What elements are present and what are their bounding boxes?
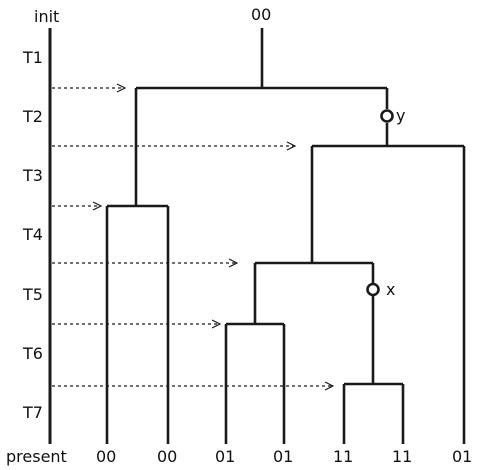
- time-label-t2: T2: [22, 107, 43, 126]
- leaf-label-3: 01: [215, 447, 235, 466]
- tree-branches: [105, 28, 466, 444]
- root-label: 00: [251, 5, 271, 24]
- arrow-4-head: [228, 258, 239, 268]
- arrow-1-head: [116, 83, 127, 93]
- arrow-3-head: [92, 201, 103, 211]
- arrow-5-head: [211, 319, 222, 329]
- leaf-label-7: 01: [452, 447, 472, 466]
- time-label-t3: T3: [22, 166, 43, 185]
- axis-bottom-label: present: [6, 447, 67, 466]
- time-label-t4: T4: [22, 225, 43, 244]
- time-label-t5: T5: [22, 285, 43, 304]
- leaf-label-2: 00: [157, 447, 177, 466]
- arrow-2-head: [286, 141, 297, 151]
- leaf-label-1: 00: [96, 447, 116, 466]
- mutation-label-x: x: [386, 280, 395, 299]
- leaf-label-5: 11: [333, 447, 353, 466]
- mutation-label-y: y: [396, 106, 405, 125]
- mutation-marker-x: [366, 282, 380, 297]
- leaf-label-6: 11: [392, 447, 412, 466]
- arrow-6-head: [324, 381, 335, 391]
- time-label-t1: T1: [22, 48, 43, 67]
- time-label-t7: T7: [22, 403, 43, 422]
- leaf-label-4: 01: [273, 447, 293, 466]
- axis-top-label: init: [34, 7, 59, 26]
- mutation-marker-y: [380, 109, 394, 123]
- time-label-t6: T6: [22, 344, 43, 363]
- dotted-arrows: [52, 83, 335, 391]
